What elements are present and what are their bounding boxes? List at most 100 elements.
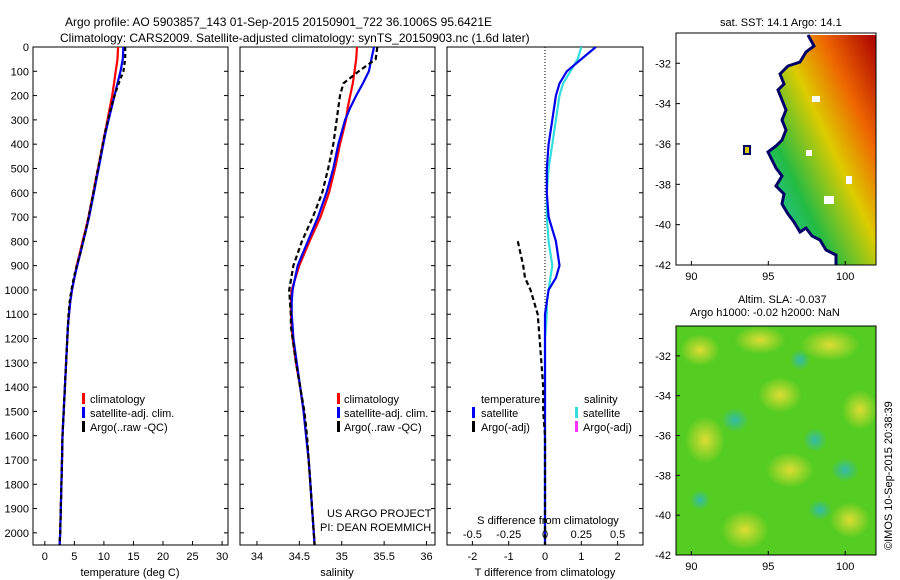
x-tick-label: 34 — [251, 551, 263, 563]
x-tick-label: 2 — [615, 551, 621, 563]
sla-high-blob — [830, 502, 870, 538]
series-line-satellite-adj-clim- — [58, 47, 125, 545]
x-tick-label: 30 — [216, 551, 228, 563]
legend-swatch-sal-argo — [575, 421, 578, 432]
salinity-legend: climatology satellite-adj. clim. Argo(..… — [337, 393, 428, 434]
temperature-plot-area — [58, 47, 127, 545]
legend-header-temperature: temperature — [481, 394, 540, 406]
y-tick-label: 700 — [11, 212, 29, 224]
difference-xlabel: T difference from climatology — [475, 567, 616, 579]
sst-gap — [824, 196, 834, 204]
y-tick-label: 200 — [11, 91, 29, 103]
x-tick-label: 34.5 — [289, 551, 310, 563]
y-tick-label: 800 — [11, 236, 29, 248]
salinity-panel-frame — [239, 46, 436, 546]
series-line-temperature-argo-adj- — [516, 241, 547, 545]
legend-header-salinity: salinity — [584, 394, 618, 406]
y-tick-label: 1800 — [5, 479, 29, 491]
difference-legend: temperature salinity satellite Argo(-adj… — [472, 394, 632, 434]
figure-title-line2: Climatology: CARS2009. Satellite-adjuste… — [60, 31, 530, 45]
series-line-climatology — [289, 47, 359, 545]
y-tick-label: 500 — [11, 163, 29, 175]
sst-map-title: sat. SST: 14.1 Argo: 14.1 — [720, 17, 842, 29]
map-x-tick-label: 100 — [836, 561, 854, 573]
x-tick-label-salinity: 0 — [542, 529, 548, 541]
sla-map-field — [676, 326, 876, 555]
legend-label-sal-satellite: satellite — [583, 408, 620, 420]
sla-high-blob — [721, 510, 769, 550]
x-tick-label-salinity: 0.5 — [610, 529, 625, 541]
sst-coverage-edge — [766, 34, 838, 265]
map-x-tick-label: 90 — [685, 271, 697, 283]
sla-high-blob — [734, 326, 786, 354]
sla-low-blob — [808, 500, 832, 520]
x-tick-label-salinity: 0.25 — [571, 529, 592, 541]
map-x-tick-label: 95 — [762, 271, 774, 283]
x-tick-label: 35.5 — [373, 551, 394, 563]
sla-low-blob — [790, 350, 810, 370]
sst-gap — [806, 150, 812, 156]
x-tick-label-salinity: -0.5 — [463, 529, 482, 541]
sla-high-blob — [842, 390, 876, 430]
y-tick-label: 1600 — [5, 431, 29, 443]
y-tick-label: 300 — [11, 115, 29, 127]
sst-gap — [846, 176, 852, 184]
sla-low-blob — [690, 490, 710, 510]
map-y-tick-label: -42 — [655, 550, 671, 562]
temperature-xlabel: temperature (deg C) — [80, 567, 179, 579]
sst-gap — [743, 145, 751, 155]
legend-label-climatology: climatology — [90, 394, 146, 406]
legend-label-temp-argo: Argo(-adj) — [481, 422, 530, 434]
x-tick-label: -1 — [504, 551, 514, 563]
y-tick-label: 1000 — [5, 285, 29, 297]
temperature-legend: climatology satellite-adj. clim. Argo(..… — [82, 393, 174, 434]
legend-label-temp-satellite: satellite — [481, 408, 518, 420]
y-tick-label: 1500 — [5, 406, 29, 418]
legend-swatch-temp-argo — [472, 421, 475, 432]
legend-swatch-argo — [82, 421, 85, 432]
y-tick-label: 900 — [11, 261, 29, 273]
map-x-tick-label: 100 — [836, 271, 854, 283]
x-tick-label: 15 — [127, 551, 139, 563]
legend-swatch-satellite — [337, 407, 340, 418]
y-tick-label: 100 — [11, 66, 29, 78]
legend-swatch-argo — [337, 421, 340, 432]
x-tick-label: 5 — [71, 551, 77, 563]
legend-label-satellite: satellite-adj. clim. — [344, 408, 428, 420]
project-annotation: US ARGO PROJECT — [327, 508, 432, 520]
x-tick-label-salinity: -0.25 — [496, 529, 521, 541]
sla-map-frame — [675, 325, 877, 556]
x-tick-label: 20 — [157, 551, 169, 563]
series-line-temperature-satellite — [543, 47, 597, 545]
map-y-tick-label: -38 — [655, 470, 671, 482]
sla-high-blob — [800, 329, 860, 361]
salinity-plot-area — [288, 47, 379, 545]
legend-swatch-climatology — [337, 393, 340, 404]
y-tick-label: 1100 — [5, 309, 29, 321]
salinity-xlabel: salinity — [320, 567, 354, 579]
legend-swatch-sal-satellite — [575, 407, 578, 418]
sst-coverage-area — [768, 35, 876, 265]
sla-low-blob — [721, 408, 749, 432]
sla-low-blob — [831, 458, 859, 482]
map-y-tick-label: -32 — [655, 351, 671, 363]
sst-map-field — [743, 34, 876, 265]
legend-label-satellite: satellite-adj. clim. — [90, 408, 174, 420]
series-line-satellite-adj-clim- — [290, 47, 376, 545]
sla-map-title-line1: Altim. SLA: -0.037 — [738, 294, 827, 306]
map-y-tick-label: -36 — [655, 431, 671, 443]
series-line-climatology — [58, 47, 120, 545]
difference-xlabel-top: S difference from climatology — [477, 515, 619, 527]
series-line-salinity-satellite — [543, 47, 583, 545]
map-y-tick-label: -40 — [655, 510, 671, 522]
map-y-tick-label: -34 — [655, 99, 671, 111]
legend-swatch-climatology — [82, 393, 85, 404]
map-y-tick-label: -34 — [655, 391, 671, 403]
y-tick-label: 1300 — [5, 358, 29, 370]
legend-label-sal-argo: Argo(-adj) — [583, 422, 632, 434]
map-axes: 90 95 100 -32 -34 -36 -38 -40 -42 90 95 100 -32 -34 -3… — [655, 58, 854, 573]
legend-label-argo: Argo(..raw -QC) — [90, 422, 168, 434]
y-tick-label: 1700 — [5, 455, 29, 467]
legend-label-argo: Argo(..raw -QC) — [344, 422, 422, 434]
sla-high-blob — [766, 452, 814, 488]
